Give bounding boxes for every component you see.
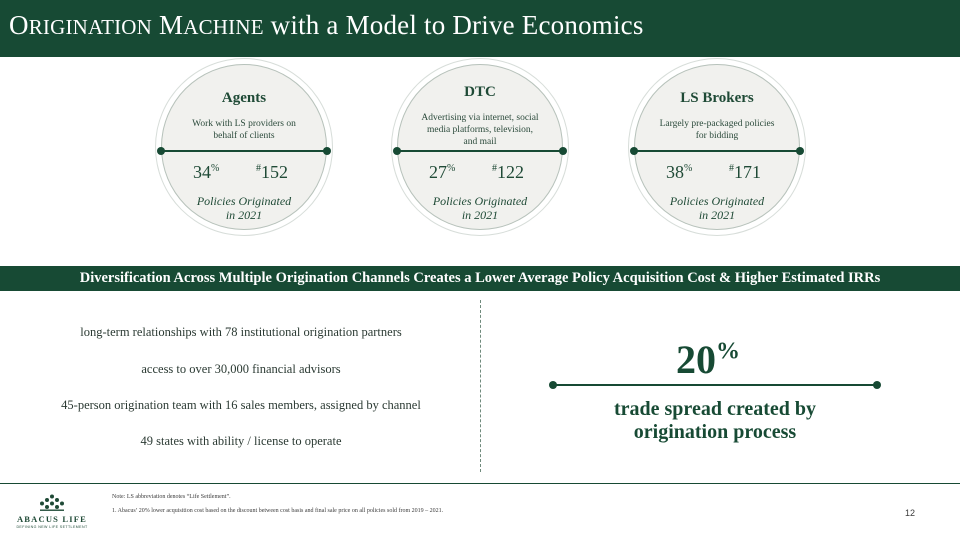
channel-description: Work with LS providers on behalf of clie… <box>192 119 296 141</box>
stat-caption: trade spread created by origination proce… <box>560 398 870 444</box>
channel-count: #152 <box>256 162 288 183</box>
policies-label-line1: Policies Originated <box>432 194 528 208</box>
highlight-item: access to over 30,000 financial advisors <box>141 362 341 376</box>
channel-stats: 38% #171 <box>634 162 800 186</box>
title-cap-1: O <box>9 10 29 40</box>
count-symbol: # <box>492 163 497 174</box>
channel-stats: 27% #122 <box>397 162 563 186</box>
brand-tagline: DEFINING NEW LIFE SETTLEMENT <box>16 525 88 529</box>
stat-line-dot <box>873 381 881 389</box>
highlight-item: 45-person origination team with 16 sales… <box>61 398 421 412</box>
channel-circle-dtc: DTC Advertising via internet, social med… <box>393 64 567 230</box>
footer-note: Note: LS abbreviation denotes “Life Sett… <box>112 494 231 500</box>
page-title: ORIGINATION MACHINE with a Model to Driv… <box>9 10 644 41</box>
stat-value: 20% <box>676 336 740 383</box>
title-bar: ORIGINATION MACHINE with a Model to Driv… <box>0 0 960 57</box>
count-symbol: # <box>256 163 261 174</box>
policies-label-line1: Policies Originated <box>669 194 765 208</box>
highlight-item: 49 states with ability / license to oper… <box>140 434 342 448</box>
page-number: 12 <box>905 508 916 518</box>
highlight-item: long-term relationships with 78 institut… <box>80 325 402 339</box>
channel-percent: 27% <box>429 162 455 183</box>
channel-description: Largely pre-packaged policies for biddin… <box>659 119 775 141</box>
line-dot <box>630 147 638 155</box>
channel-name: Agents <box>221 90 267 106</box>
count-value: 152 <box>261 162 288 182</box>
percent-value: 38 <box>666 162 684 182</box>
title-cap-2: M <box>158 10 184 40</box>
policies-label-line1: Policies Originated <box>196 194 292 208</box>
title-smallcaps-1: RIGINATION <box>28 15 153 39</box>
footer-rule <box>0 483 960 484</box>
channel-percent: 34% <box>193 162 219 183</box>
channel-stats: 34% #152 <box>161 162 327 186</box>
policies-label: Policies Originated in 2021 <box>161 194 327 222</box>
policies-label: Policies Originated in 2021 <box>397 194 563 222</box>
channel-name: LS Brokers <box>680 90 754 106</box>
channel-count: #122 <box>492 162 524 183</box>
dashed-divider <box>480 300 481 472</box>
stat-number: 20 <box>676 337 716 382</box>
title-smallcaps-2: ACHINE <box>183 15 264 39</box>
stat-line <box>552 384 877 386</box>
brand-name: ABACUS LIFE <box>16 514 88 524</box>
percent-value: 34 <box>193 162 211 182</box>
stat-caption-line2: origination process <box>633 421 797 443</box>
line-dot <box>393 147 401 155</box>
abacus-life-logo: ABACUS LIFE DEFINING NEW LIFE SETTLEMENT <box>10 494 94 534</box>
channel-description: Advertising via internet, social media p… <box>421 113 539 147</box>
channel-count: #171 <box>729 162 761 183</box>
title-tail: with a Model to Drive Economics <box>263 10 644 40</box>
channel-name: DTC <box>464 84 496 100</box>
count-value: 171 <box>734 162 761 182</box>
policies-label: Policies Originated in 2021 <box>634 194 800 222</box>
percent-symbol: % <box>211 163 220 174</box>
divider-line <box>634 150 800 152</box>
policies-label-line2: in 2021 <box>461 208 499 222</box>
stat-caption-line1: trade spread created by <box>613 398 816 420</box>
section-banner: Diversification Across Multiple Originat… <box>0 266 960 291</box>
channel-circle-agents: Agents Work with LS providers on behalf … <box>157 64 331 230</box>
divider-line <box>161 150 327 152</box>
divider-line <box>397 150 563 152</box>
footer-footnote: 1. Abacus’ 20% lower acquisition cost ba… <box>112 508 444 514</box>
stat-line-dot <box>549 381 557 389</box>
channel-percent: 38% <box>666 162 692 183</box>
channel-circle-ls-brokers: LS Brokers Largely pre-packaged policies… <box>630 64 804 230</box>
policies-label-line2: in 2021 <box>698 208 736 222</box>
count-value: 122 <box>497 162 524 182</box>
line-dot <box>559 147 567 155</box>
percent-symbol: % <box>684 163 693 174</box>
count-symbol: # <box>729 163 734 174</box>
line-dot <box>796 147 804 155</box>
percent-value: 27 <box>429 162 447 182</box>
abacus-logo-icon <box>40 494 64 511</box>
policies-label-line2: in 2021 <box>225 208 263 222</box>
line-dot <box>157 147 165 155</box>
percent-symbol: % <box>447 163 456 174</box>
line-dot <box>323 147 331 155</box>
stat-percent-symbol: % <box>716 338 740 365</box>
